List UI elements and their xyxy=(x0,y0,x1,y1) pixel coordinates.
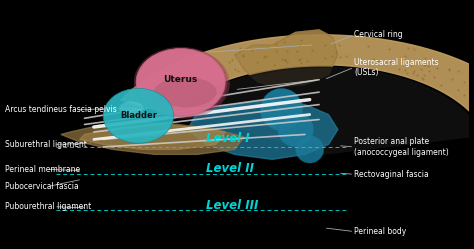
Text: Rectovaginal fascia: Rectovaginal fascia xyxy=(354,170,429,179)
Text: Bladder: Bladder xyxy=(120,111,157,120)
Text: Perineal membrane: Perineal membrane xyxy=(5,165,80,174)
Text: Level II: Level II xyxy=(207,162,255,175)
Text: Suburethral ligament: Suburethral ligament xyxy=(5,140,87,149)
Polygon shape xyxy=(61,122,244,154)
Text: Level I: Level I xyxy=(207,132,250,145)
Polygon shape xyxy=(180,67,474,154)
Ellipse shape xyxy=(103,88,173,143)
Ellipse shape xyxy=(134,47,228,118)
Ellipse shape xyxy=(154,77,217,107)
Text: Posterior anal plate
(anococcygeal ligament): Posterior anal plate (anococcygeal ligam… xyxy=(354,137,449,157)
Polygon shape xyxy=(235,30,338,87)
Text: Perineal body: Perineal body xyxy=(354,227,407,236)
Ellipse shape xyxy=(136,48,230,119)
Polygon shape xyxy=(188,100,338,159)
Text: Cervical ring: Cervical ring xyxy=(354,30,403,39)
Text: Uterosacral ligaments
(USLs): Uterosacral ligaments (USLs) xyxy=(354,58,439,77)
Ellipse shape xyxy=(278,112,313,147)
Polygon shape xyxy=(121,35,474,140)
Text: Pubocervical fascia: Pubocervical fascia xyxy=(5,182,78,191)
Polygon shape xyxy=(80,124,225,149)
Ellipse shape xyxy=(136,49,225,116)
Text: Level III: Level III xyxy=(207,199,259,212)
Ellipse shape xyxy=(260,88,303,131)
Polygon shape xyxy=(235,30,338,87)
Text: Pubourethral ligament: Pubourethral ligament xyxy=(5,202,91,211)
Text: Uterus: Uterus xyxy=(164,75,198,84)
Ellipse shape xyxy=(119,102,144,115)
Text: Arcus tendineus fascia pelvis: Arcus tendineus fascia pelvis xyxy=(5,105,117,114)
Ellipse shape xyxy=(296,136,324,163)
